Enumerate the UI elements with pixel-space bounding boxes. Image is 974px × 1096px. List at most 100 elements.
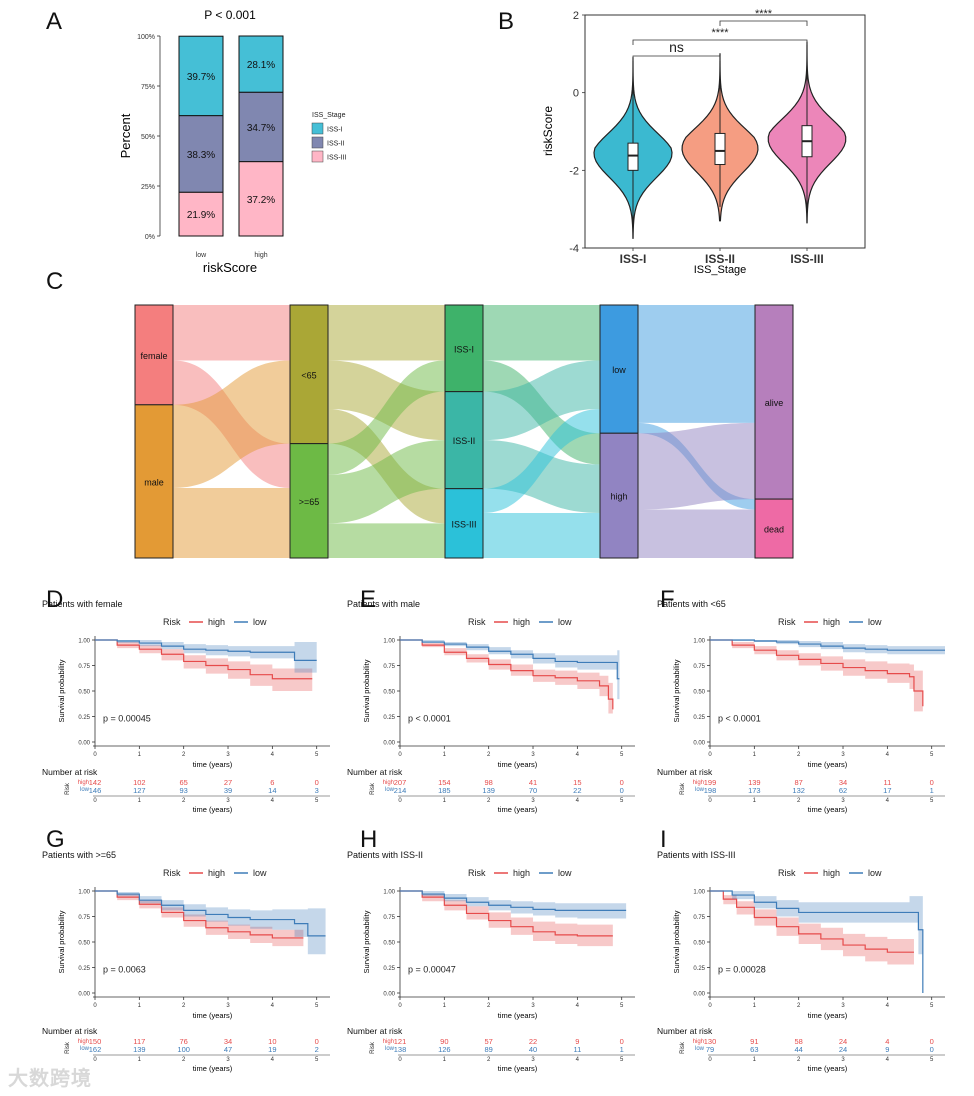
km-x-tick-label: 3 — [226, 752, 230, 758]
risk-count-high: 98 — [485, 778, 493, 787]
sankey-diagram-c: female male <65 >=65 ISS-I ISS-II ISS-III low hi… — [134, 304, 794, 559]
sankey-node-label: >=65 — [299, 497, 320, 507]
watermark: 大数跨境 — [8, 1068, 92, 1090]
x-tick-label: ISS-III — [790, 252, 823, 266]
km-x-tick-label: 4 — [886, 1003, 890, 1009]
km-x-axis-label: time (years) — [498, 1011, 538, 1020]
km-pvalue: p = 0.00045 — [103, 714, 151, 724]
risk-x-tick-label: 1 — [753, 1057, 757, 1063]
x-axis-label: riskScore — [203, 260, 257, 275]
risk-count-high: 34 — [224, 1037, 232, 1046]
km-x-tick-label: 4 — [886, 752, 890, 758]
panel-label-c: C — [46, 268, 64, 295]
km-x-tick-label: 1 — [443, 752, 447, 758]
risk-count-high: 57 — [485, 1037, 493, 1046]
km-x-tick-label: 1 — [443, 1003, 447, 1009]
risk-table-row-label: Risk — [680, 1041, 686, 1054]
risk-x-tick-label: 1 — [138, 1057, 142, 1063]
risk-count-low: 62 — [839, 786, 847, 795]
sankey-node — [599, 432, 639, 559]
km-y-axis-label: Survival probability — [362, 910, 371, 973]
km-y-tick-label: 0.00 — [78, 741, 90, 747]
km-pvalue: p = 0.00028 — [718, 965, 766, 975]
sankey-flow — [328, 360, 445, 441]
sankey-flow — [483, 408, 600, 513]
panel-label-e: E — [360, 586, 377, 613]
legend-title: ISS_Stage — [312, 112, 346, 119]
sankey-node-label: high — [610, 492, 627, 502]
sankey-flow — [638, 422, 755, 510]
km-pvalue: p = 0.0063 — [103, 965, 146, 975]
risk-row-name-low: low — [80, 1046, 90, 1052]
y-axis-label: Percent — [118, 113, 133, 158]
risk-x-tick-label: 0 — [398, 798, 402, 804]
km-title: Patients with >=65 — [42, 850, 116, 860]
km-pvalue: p < 0.0001 — [408, 714, 451, 724]
risk-count-low: 19 — [268, 1045, 276, 1054]
risk-row-name-high: high — [693, 780, 704, 786]
risk-count-low: 0 — [620, 786, 624, 795]
km-y-tick-label: 1.00 — [693, 639, 705, 645]
sankey-flow — [173, 360, 290, 488]
risk-x-tick-label: 4 — [576, 798, 580, 804]
x-tick-label: high — [254, 252, 267, 259]
km-ci-band-low — [710, 891, 923, 993]
risk-count-high: 41 — [529, 778, 537, 787]
km-x-axis-label: time (years) — [193, 1011, 233, 1020]
km-legend-label-high: high — [823, 868, 840, 878]
km-x-tick-label: 2 — [182, 752, 186, 758]
km-legend-label-high: high — [208, 868, 225, 878]
risk-count-low: 17 — [883, 786, 891, 795]
sankey-node — [134, 304, 174, 406]
risk-x-tick-label: 5 — [315, 798, 319, 804]
chart-title: P < 0.001 — [204, 8, 256, 22]
km-y-tick-label: 0.75 — [383, 664, 395, 670]
risk-count-low: 173 — [748, 786, 761, 795]
km-y-tick-label: 0.25 — [693, 715, 705, 721]
risk-count-low: 146 — [89, 786, 102, 795]
risk-table-row-label: Risk — [680, 782, 686, 795]
risk-table-x-label: time (years) — [498, 1064, 538, 1073]
risk-count-high: 27 — [224, 778, 232, 787]
km-x-tick-label: 5 — [930, 752, 934, 758]
km-y-tick-label: 0.75 — [78, 664, 90, 670]
km-ci-band-high — [400, 891, 613, 947]
legend-swatch — [311, 136, 324, 149]
y-tick-label: 75% — [141, 84, 155, 91]
km-y-tick-label: 0.25 — [78, 715, 90, 721]
bar-data-label: 37.2% — [247, 195, 275, 206]
sankey-flow — [483, 305, 600, 361]
risk-count-high: 207 — [394, 778, 407, 787]
sankey-node-label: alive — [765, 398, 784, 408]
km-x-tick-label: 4 — [576, 752, 580, 758]
risk-count-low: 127 — [133, 786, 146, 795]
x-tick-label: ISS-I — [620, 252, 647, 266]
km-ci-band-low — [710, 640, 945, 655]
km-x-tick-label: 0 — [93, 1003, 97, 1009]
y-tick-label: 0 — [573, 88, 579, 100]
y-tick-label: -2 — [569, 165, 579, 177]
risk-table-row-label: Risk — [65, 1041, 71, 1054]
sankey-node-label: ISS-III — [451, 519, 476, 529]
risk-count-low: 47 — [224, 1045, 232, 1054]
km-y-tick-label: 0.50 — [693, 941, 705, 947]
km-x-tick-label: 5 — [315, 1003, 319, 1009]
x-tick-label: low — [196, 252, 207, 259]
sankey-node-label: dead — [764, 525, 784, 535]
sankey-node-label: female — [140, 351, 167, 361]
km-x-tick-label: 2 — [797, 1003, 801, 1009]
risk-count-high: 130 — [704, 1037, 717, 1046]
risk-x-tick-label: 5 — [620, 1057, 624, 1063]
risk-count-high: 76 — [180, 1037, 188, 1046]
risk-count-high: 0 — [315, 1037, 319, 1046]
risk-row-name-high: high — [78, 1039, 89, 1045]
sankey-node-label: ISS-II — [453, 436, 476, 446]
risk-count-high: 150 — [89, 1037, 102, 1046]
km-y-tick-label: 0.00 — [78, 992, 90, 998]
sankey-node-label: low — [612, 365, 626, 375]
sankey-flow — [328, 305, 445, 361]
km-curve-high — [400, 639, 614, 710]
